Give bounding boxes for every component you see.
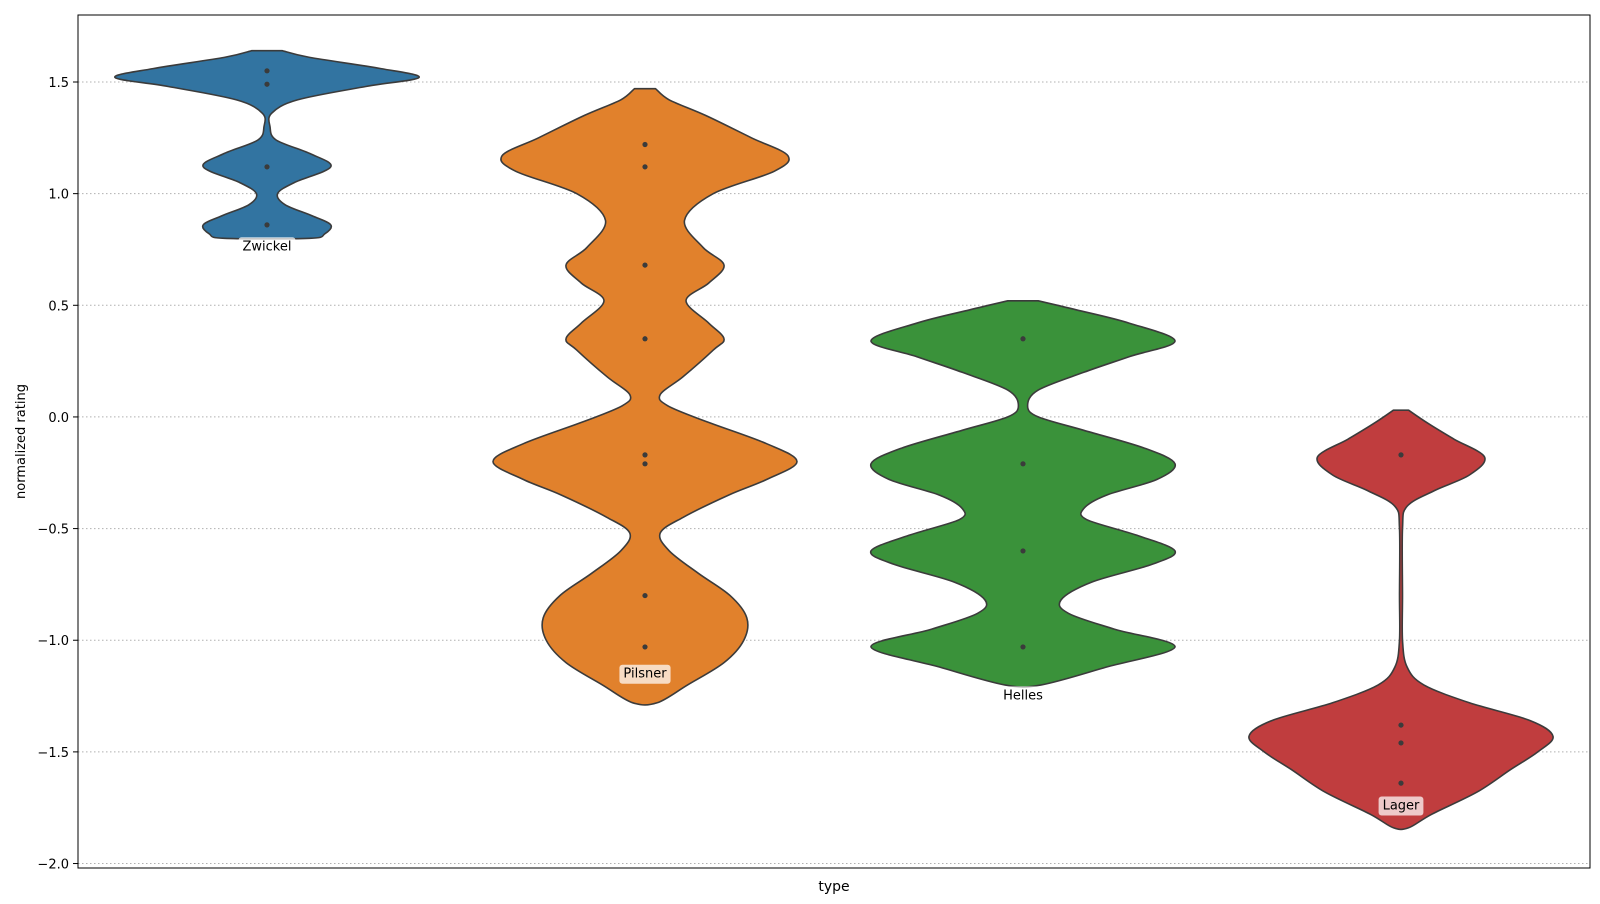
y-tick-label: −1.0 <box>37 634 69 649</box>
data-point <box>642 336 648 342</box>
data-point <box>642 644 648 650</box>
violin-pilsner <box>492 87 798 706</box>
x-axis-label: type <box>818 879 849 895</box>
data-point <box>264 222 270 228</box>
violin-label-box <box>1378 796 1424 816</box>
data-point <box>1020 461 1026 467</box>
data-point <box>1398 740 1404 746</box>
violin-label-zwickel: Zwickel <box>238 237 296 257</box>
violin-label-box <box>619 664 671 684</box>
data-point <box>642 461 648 467</box>
y-tick-label: 0.0 <box>48 411 69 426</box>
violin-label-lager: Lager <box>1378 796 1424 816</box>
data-point <box>1020 644 1026 650</box>
plot-area-frame <box>77 14 1591 869</box>
y-tick-label: −0.5 <box>37 523 69 538</box>
gridlines <box>78 81 1590 865</box>
y-tick-label: −2.0 <box>37 858 69 873</box>
data-point <box>264 164 270 170</box>
violin-label-text: Zwickel <box>243 239 292 254</box>
data-point <box>1020 548 1026 554</box>
y-axis-ticks: 1.5 1.0 0.5 0.0 −0.5 −1.0 −1.5 −2.0 <box>37 76 78 873</box>
data-point <box>1398 452 1404 458</box>
data-point <box>264 81 270 87</box>
data-point <box>642 452 648 458</box>
data-point <box>1020 336 1026 342</box>
data-point <box>642 262 648 268</box>
data-point <box>1398 780 1404 786</box>
data-point <box>642 141 648 148</box>
y-tick-label: −1.5 <box>37 746 69 761</box>
y-axis-label: normalized rating <box>14 384 29 499</box>
violin-lager <box>1248 409 1554 831</box>
violin-helles <box>869 300 1177 688</box>
y-tick-label: 0.5 <box>48 299 69 314</box>
violin-label-text: Helles <box>1003 688 1043 703</box>
data-point <box>264 68 270 74</box>
violins <box>114 49 1554 831</box>
data-point <box>642 592 648 599</box>
y-tick-label: 1.0 <box>48 188 69 203</box>
y-tick-label: 1.5 <box>48 76 69 91</box>
data-point <box>642 164 648 170</box>
data-point <box>1398 722 1404 728</box>
violin-label-box <box>238 237 296 257</box>
violin-label-text: Pilsner <box>623 667 667 682</box>
violin-label-helles: Helles <box>999 686 1047 706</box>
violin-label-pilsner: Pilsner <box>619 664 671 684</box>
violin-label-box <box>999 686 1047 706</box>
violin-labels: Zwickel Pilsner Helles Lager <box>238 237 1424 816</box>
violin-label-text: Lager <box>1383 798 1420 813</box>
violin-zwickel <box>114 49 420 240</box>
